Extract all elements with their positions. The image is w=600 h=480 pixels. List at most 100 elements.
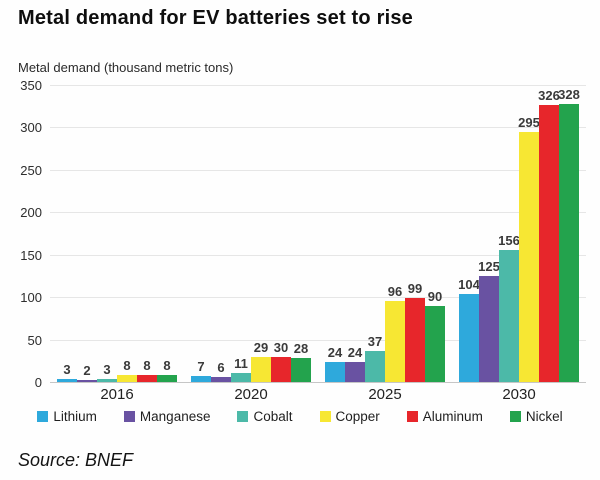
- y-axis-unit-label: Metal demand (thousand metric tons): [18, 60, 234, 75]
- bar-copper-2016: [117, 375, 137, 382]
- bar-cobalt-2020: [231, 372, 251, 382]
- plot-area: 0 50 100 150 200 250 300 350 3 2 3 8 8 8 7 6 11 29 30 28 24…: [20, 79, 586, 389]
- legend-item-aluminum: Aluminum: [406, 409, 483, 424]
- gridline-0: [50, 382, 586, 383]
- bar-lithium-2020: [191, 376, 211, 382]
- bar-value-label-nickel-2025: 90: [427, 288, 443, 304]
- bar-cobalt-2025: [365, 350, 385, 382]
- bar-col-manganese-2025: 24: [345, 346, 365, 382]
- bar-value-label-nickel-2016: 8: [163, 358, 171, 374]
- bar-col-cobalt-2016: 3: [97, 363, 117, 382]
- bar-value-label-nickel-2020: 28: [293, 341, 309, 357]
- bar-col-aluminum-2016: 8: [137, 359, 157, 382]
- gridline-150: [50, 254, 586, 256]
- y-tick-label-50: 50: [27, 332, 42, 348]
- legend-swatch-icon-cobalt: [237, 411, 249, 422]
- x-axis-labels: 2016 2020 2025 2030: [50, 386, 586, 403]
- bar-col-nickel-2016: 8: [157, 359, 177, 382]
- source-note: Source: BNEF: [18, 450, 134, 470]
- bar-col-aluminum-2030: 326: [538, 88, 560, 382]
- bar-value-label-lithium-2020: 7: [197, 359, 205, 375]
- bar-col-manganese-2020: 6: [211, 361, 231, 382]
- legend-swatch-icon-aluminum: [406, 411, 418, 422]
- bar-aluminum-2025: [405, 298, 425, 382]
- bar-value-label-lithium-2016: 3: [63, 362, 71, 378]
- y-tick-label-150: 150: [20, 247, 42, 263]
- bar-col-nickel-2025: 90: [425, 290, 445, 382]
- x-category-label-2016: 2016: [100, 386, 134, 403]
- bar-value-label-copper-2030: 295: [518, 114, 540, 130]
- bar-nickel-2016: [157, 375, 177, 382]
- gridline-100: [50, 297, 586, 299]
- bar-col-cobalt-2030: 156: [498, 232, 520, 382]
- legend-swatch-icon-copper: [319, 411, 331, 422]
- legend-swatch-icon-manganese: [123, 411, 135, 422]
- bar-lithium-2030: [459, 293, 479, 382]
- legend-item-nickel: Nickel: [509, 409, 563, 424]
- bar-lithium-2025: [325, 361, 345, 382]
- bar-aluminum-2016: [137, 375, 157, 382]
- bar-manganese-2030: [479, 275, 499, 382]
- legend-label-aluminum: Aluminum: [422, 409, 483, 424]
- bar-col-manganese-2016: 2: [77, 364, 97, 382]
- bar-value-label-copper-2016: 8: [123, 358, 131, 374]
- bar-value-label-manganese-2025: 24: [347, 344, 363, 360]
- bar-manganese-2016: [77, 380, 97, 382]
- y-tick-label-100: 100: [20, 290, 42, 306]
- y-tick-label-250: 250: [20, 162, 42, 178]
- y-tick-label-200: 200: [20, 205, 42, 221]
- bar-value-label-cobalt-2016: 3: [103, 362, 111, 378]
- bar-value-label-aluminum-2016: 8: [143, 358, 151, 374]
- bar-nickel-2020: [291, 358, 311, 382]
- bar-value-label-manganese-2020: 6: [217, 359, 225, 375]
- bar-value-label-nickel-2030: 328: [558, 86, 580, 102]
- legend-item-cobalt: Cobalt: [237, 409, 293, 424]
- bar-value-label-lithium-2030: 104: [458, 276, 480, 292]
- bar-col-aluminum-2020: 30: [271, 341, 291, 382]
- legend-item-lithium: Lithium: [37, 409, 97, 424]
- bar-col-copper-2020: 29: [251, 341, 271, 382]
- legend-swatch-icon-lithium: [37, 411, 49, 422]
- bar-col-nickel-2030: 328: [558, 86, 580, 382]
- bar-col-lithium-2020: 7: [191, 360, 211, 382]
- bar-col-cobalt-2025: 37: [365, 335, 385, 382]
- bar-col-aluminum-2025: 99: [405, 282, 425, 382]
- gridline-200: [50, 212, 586, 214]
- bar-group-2025: 24 24 37 96 99 90: [318, 85, 452, 382]
- bar-value-label-aluminum-2020: 30: [273, 339, 289, 355]
- bar-value-label-manganese-2030: 125: [478, 258, 500, 274]
- bar-copper-2025: [385, 300, 405, 382]
- legend-item-copper: Copper: [319, 409, 380, 424]
- bar-cobalt-2016: [97, 379, 117, 382]
- bar-aluminum-2030: [539, 105, 559, 382]
- gridline-350: [50, 85, 586, 86]
- bar-manganese-2025: [345, 361, 365, 382]
- y-tick-label-350: 350: [20, 78, 42, 93]
- bar-value-label-cobalt-2030: 156: [498, 232, 520, 248]
- bar-lithium-2016: [57, 379, 77, 382]
- bar-col-copper-2030: 295: [518, 114, 540, 382]
- legend: Lithium Manganese Cobalt Copper Aluminum Nick…: [0, 409, 600, 424]
- bar-value-label-cobalt-2020: 11: [234, 355, 248, 371]
- bar-value-label-aluminum-2030: 326: [538, 88, 560, 104]
- bar-value-label-copper-2020: 29: [253, 340, 269, 356]
- bar-copper-2030: [519, 131, 539, 382]
- bar-nickel-2025: [425, 305, 445, 382]
- bar-col-copper-2016: 8: [117, 359, 137, 382]
- bar-aluminum-2020: [271, 356, 291, 382]
- bar-value-label-copper-2025: 96: [387, 283, 403, 299]
- bar-col-manganese-2030: 125: [478, 258, 500, 382]
- legend-label-lithium: Lithium: [53, 409, 97, 424]
- bar-groups: 3 2 3 8 8 8 7 6 11 29 30 28 24 24 37 96 99 90 104 125 156 295…: [50, 85, 586, 382]
- bar-value-label-cobalt-2025: 37: [367, 333, 383, 349]
- bar-manganese-2020: [211, 376, 231, 382]
- bar-col-lithium-2030: 104: [458, 276, 480, 382]
- bar-col-copper-2025: 96: [385, 285, 405, 382]
- bar-group-2030: 104 125 156 295 326 328: [452, 85, 586, 382]
- legend-label-nickel: Nickel: [525, 409, 563, 424]
- bar-col-nickel-2020: 28: [291, 342, 311, 382]
- bar-col-cobalt-2020: 11: [231, 357, 251, 382]
- legend-item-manganese: Manganese: [123, 409, 210, 424]
- legend-label-copper: Copper: [335, 409, 380, 424]
